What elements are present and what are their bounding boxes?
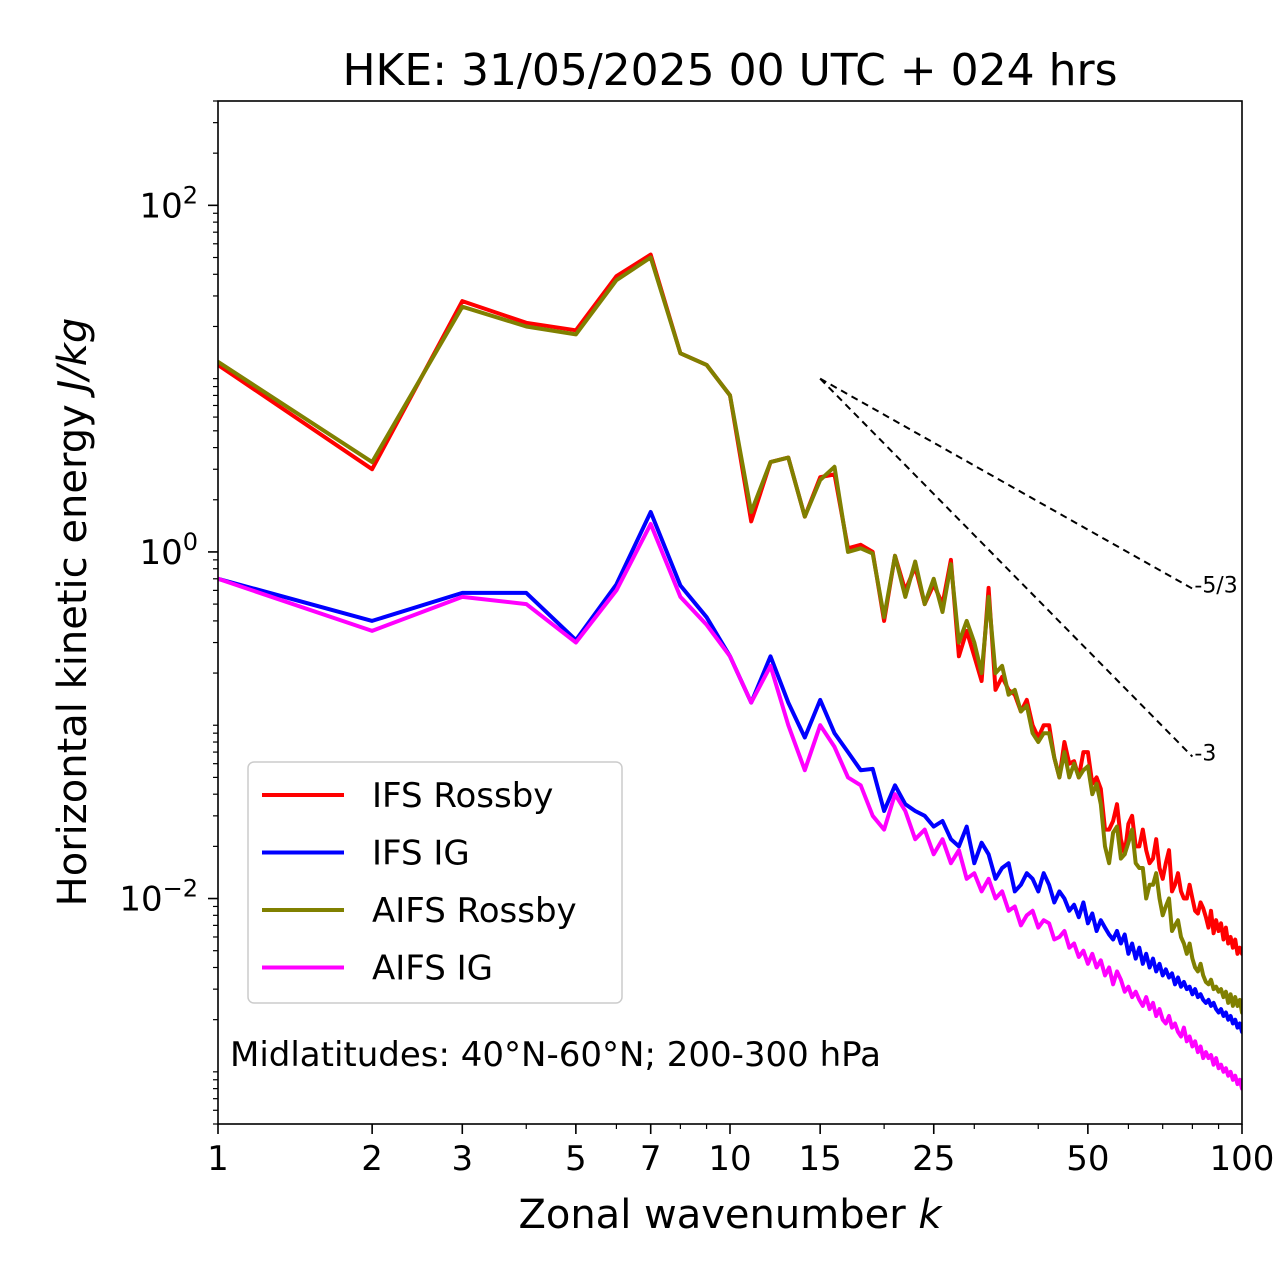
y-axis-label-unit: J/kg [50,318,96,399]
x-tick-label: 10 [708,1139,751,1179]
y-tick-label: 10−2 [119,875,198,920]
x-axis-label-text: Zonal wavenumber [518,1192,918,1238]
x-axis: 1 2 3 5 7 10 15 25 50 100 [207,1124,1274,1179]
reference-slope-labels: -5/3 -3 [1194,574,1237,767]
series-line [218,255,1242,1015]
region-annotation: Midlatitudes: 40°N-60°N; 200-300 hPa [230,1035,881,1075]
y-axis-label-text: Horizontal kinetic energy [50,392,96,907]
x-axis-label: Zonal wavenumber k [518,1192,943,1238]
legend: IFS Rossby IFS IG AIFS Rossby AIFS IG [247,761,623,1004]
x-tick-label: 100 [1210,1139,1275,1179]
reference-slope-lines [819,377,1194,758]
y-axis-label: Horizontal kinetic energy J/kg [50,318,96,907]
series-line [218,522,1242,1091]
y-tick-label: 102 [139,181,198,226]
x-tick-label: 50 [1066,1139,1109,1179]
legend-box [247,761,623,1004]
x-tick-label: 5 [565,1139,587,1179]
legend-label: AIFS Rossby [372,891,577,931]
legend-label: AIFS IG [372,949,493,989]
series-line [218,510,1242,1034]
y-axis: 102 100 10−2 [119,100,218,1125]
reference-line [819,377,1193,590]
x-tick-label: 3 [451,1139,473,1179]
x-tick-label: 15 [799,1139,842,1179]
chart-title: HKE: 31/05/2025 00 UTC + 024 hrs [342,45,1117,96]
reference-line-label: -5/3 [1194,574,1237,599]
x-tick-label: 25 [912,1139,955,1179]
series-layer [218,252,1242,1091]
reference-line [819,377,1194,758]
reference-line-label: -3 [1194,742,1216,767]
x-tick-label: 1 [207,1139,229,1179]
legend-label: IFS Rossby [372,776,553,816]
x-tick-label: 7 [640,1139,662,1179]
x-axis-label-symbol: k [918,1192,943,1238]
y-tick-label: 100 [139,528,198,573]
x-tick-label: 2 [361,1139,383,1179]
legend-label: IFS IG [372,834,470,874]
